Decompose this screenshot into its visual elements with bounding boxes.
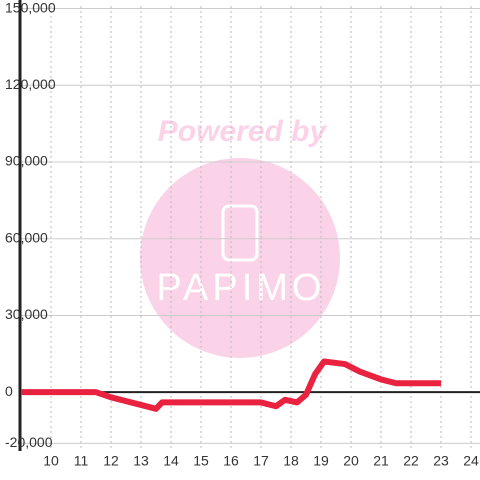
x-tick-label: 15: [193, 453, 209, 469]
line-series: [21, 358, 441, 412]
y-tick-label: 120,000: [5, 76, 56, 92]
y-tick-label: -20,000: [5, 434, 53, 450]
x-tick-label: 12: [103, 453, 119, 469]
y-tick-label: 30,000: [5, 306, 48, 322]
x-tick-label: 17: [253, 453, 269, 469]
y-tick-label: 0: [5, 383, 13, 399]
x-tick-label: 10: [43, 453, 59, 469]
x-tick-label: 13: [133, 453, 149, 469]
x-tick-label: 23: [433, 453, 449, 469]
y-tick-label: 150,000: [5, 0, 56, 15]
x-tick-label: 19: [313, 453, 329, 469]
watermark-circle: [140, 158, 340, 358]
x-tick-label: 22: [403, 453, 419, 469]
y-tick-label: 60,000: [5, 229, 48, 245]
x-tick-label: 11: [74, 453, 89, 469]
x-tick-label: 21: [373, 453, 389, 469]
x-tick-label: 16: [223, 453, 239, 469]
x-tick-label: 20: [343, 453, 359, 469]
y-tick-label: 90,000: [5, 153, 48, 169]
x-tick-label: 24: [463, 453, 479, 469]
watermark-phone: [221, 204, 259, 262]
watermark-logo: PAPIMO: [157, 267, 326, 309]
watermark-text: Powered by: [158, 115, 328, 148]
x-tick-label: 18: [283, 453, 299, 469]
x-tick-label: 14: [163, 453, 179, 469]
